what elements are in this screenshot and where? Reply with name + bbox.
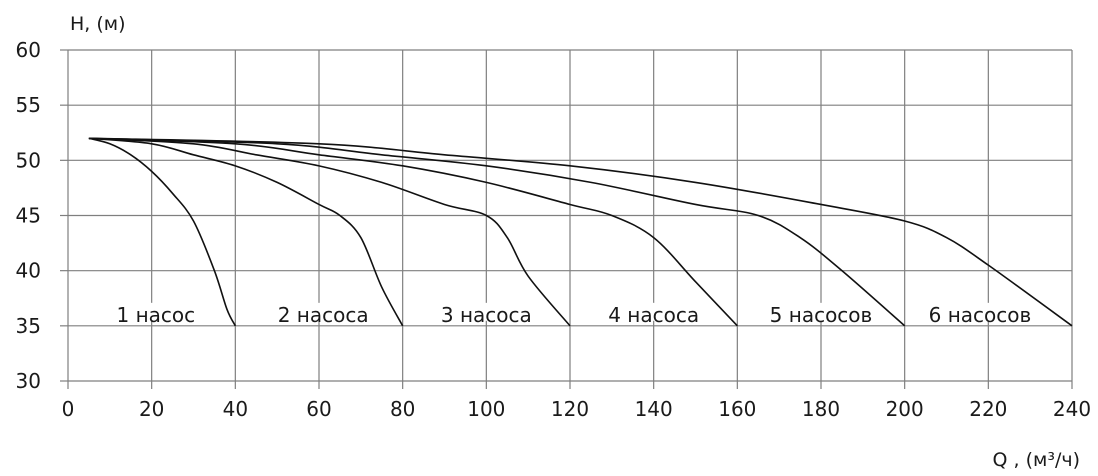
series-label-background xyxy=(114,302,198,321)
x-axis-title: Q , (м³/ч) xyxy=(993,449,1080,471)
series-label-background xyxy=(926,302,1034,321)
series-label-5: 5 насосов xyxy=(770,303,873,327)
y-tick-label: 30 xyxy=(16,369,41,393)
x-tick-label: 0 xyxy=(62,397,75,421)
y-axis-title: H, (м) xyxy=(70,13,126,35)
tick-labels: 0 20 40 60 80 100 120 140 160 180 200 220 240 30 35 40 4… xyxy=(16,38,1092,421)
series-curve-2 xyxy=(88,137,404,327)
series-label-background xyxy=(438,302,534,321)
y-tick-label: 35 xyxy=(16,314,41,338)
x-tick-label: 140 xyxy=(635,397,673,421)
x-tick-label: 180 xyxy=(802,397,840,421)
series-curve-5 xyxy=(88,137,906,327)
series-curve-3 xyxy=(88,137,571,327)
series-curve-1 xyxy=(88,137,237,327)
series-label-4: 4 насоса xyxy=(608,303,699,327)
y-tick-label: 50 xyxy=(16,148,41,172)
x-tick-label: 100 xyxy=(467,397,505,421)
grid xyxy=(60,49,1073,389)
x-tick-label: 60 xyxy=(306,397,331,421)
y-tick-label: 60 xyxy=(16,38,41,62)
y-tick-label: 45 xyxy=(16,204,41,228)
series-curve-4 xyxy=(88,137,738,327)
series-label-3: 3 насоса xyxy=(441,303,532,327)
x-tick-label: 220 xyxy=(969,397,1007,421)
series-label-2: 2 насоса xyxy=(278,303,369,327)
series-label-background xyxy=(767,302,875,321)
x-tick-label: 20 xyxy=(139,397,164,421)
x-tick-label: 120 xyxy=(551,397,589,421)
series-label-background xyxy=(275,302,371,321)
x-tick-label: 40 xyxy=(223,397,248,421)
series-curve-6 xyxy=(88,137,1073,327)
series-label-1: 1 насос xyxy=(117,303,196,327)
series-curves xyxy=(88,137,1073,327)
y-tick-label: 55 xyxy=(16,93,41,117)
y-tick-label: 40 xyxy=(16,259,41,283)
x-tick-label: 240 xyxy=(1053,397,1091,421)
x-tick-label: 160 xyxy=(718,397,756,421)
series-labels: 1 насос 2 насоса 3 насоса 4 насоса 5 насосов… xyxy=(114,302,1034,327)
series-label-background xyxy=(606,302,702,321)
x-tick-label: 80 xyxy=(390,397,415,421)
x-tick-label: 200 xyxy=(886,397,924,421)
series-label-6: 6 насосов xyxy=(929,303,1032,327)
